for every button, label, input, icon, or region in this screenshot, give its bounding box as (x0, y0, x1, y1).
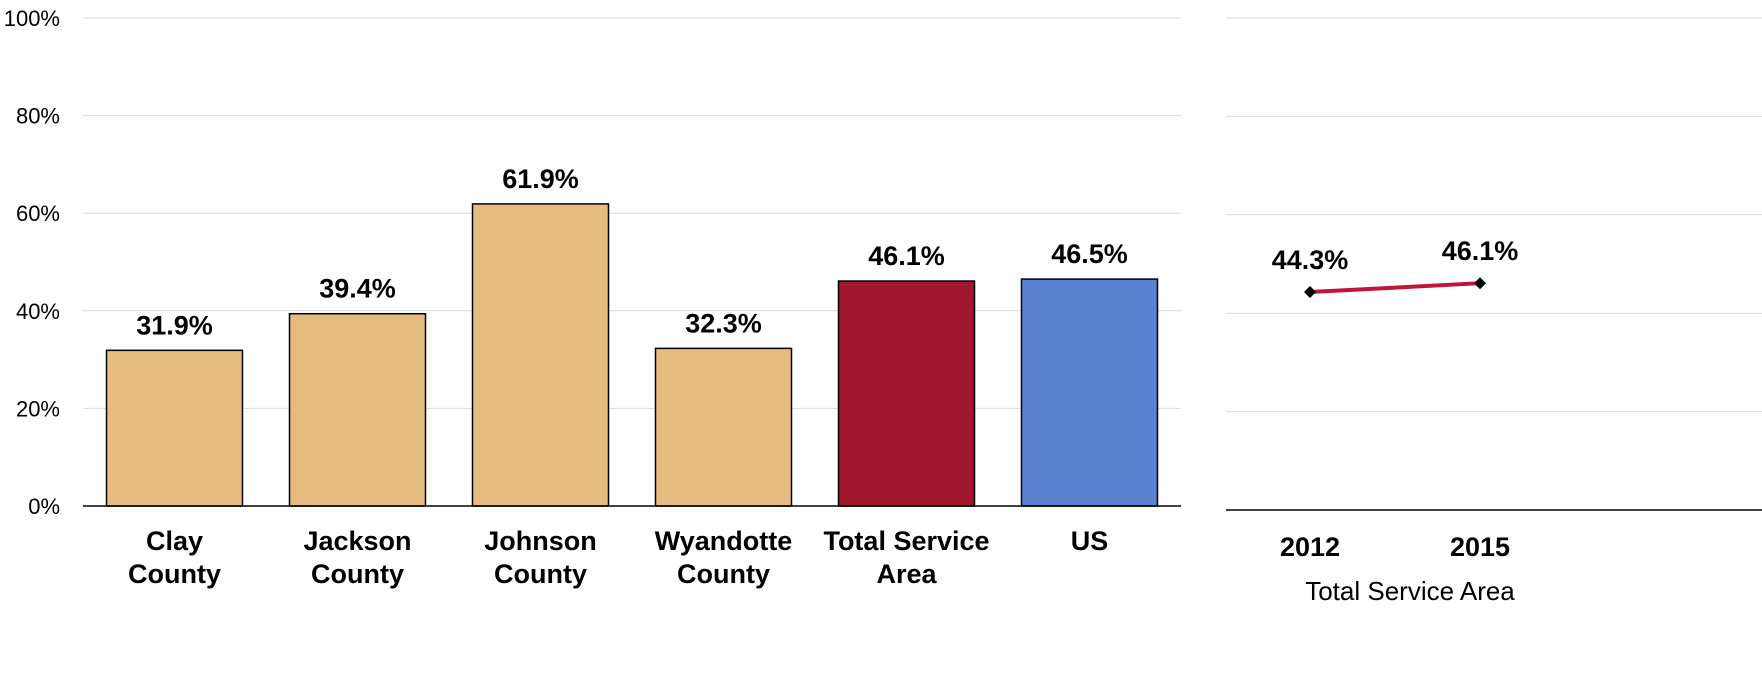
category-label: Jackson (303, 526, 411, 556)
category-label: Wyandotte (655, 526, 793, 556)
bar (105, 349, 244, 507)
y-tick-label: 20% (16, 396, 60, 421)
category-label: County (311, 559, 404, 589)
trend-line (1309, 281, 1481, 295)
bar (654, 347, 793, 507)
data-label: 46.5% (1051, 239, 1128, 269)
y-tick-label: 40% (16, 299, 60, 324)
y-tick-label: 80% (16, 104, 60, 129)
data-label: 32.3% (685, 308, 762, 338)
data-label: 61.9% (502, 164, 579, 194)
category-label: County (494, 559, 587, 589)
bar (288, 312, 427, 507)
y-tick-label: 100% (4, 6, 60, 31)
category-label: Total Service (823, 526, 989, 556)
y-tick-label: 60% (16, 201, 60, 226)
data-label: 44.3% (1272, 245, 1349, 275)
bar (471, 203, 610, 507)
category-label: Clay (146, 526, 203, 556)
data-label: 46.1% (868, 241, 945, 271)
category-label: County (128, 559, 221, 589)
x-axis-title: Total Service Area (1305, 576, 1515, 606)
category-label: US (1071, 526, 1109, 556)
category-label: 2012 (1280, 532, 1340, 562)
bar (837, 280, 976, 507)
bar (1020, 278, 1159, 507)
line-point (1304, 286, 1316, 299)
category-label: Area (876, 559, 937, 589)
category-label: 2015 (1450, 532, 1510, 562)
y-tick-label: 0% (28, 494, 60, 519)
data-label: 31.9% (136, 310, 213, 340)
data-label: 46.1% (1442, 236, 1519, 266)
data-label: 39.4% (319, 274, 396, 304)
category-label: Johnson (484, 526, 597, 556)
category-label: County (677, 559, 770, 589)
line-point (1474, 277, 1486, 290)
